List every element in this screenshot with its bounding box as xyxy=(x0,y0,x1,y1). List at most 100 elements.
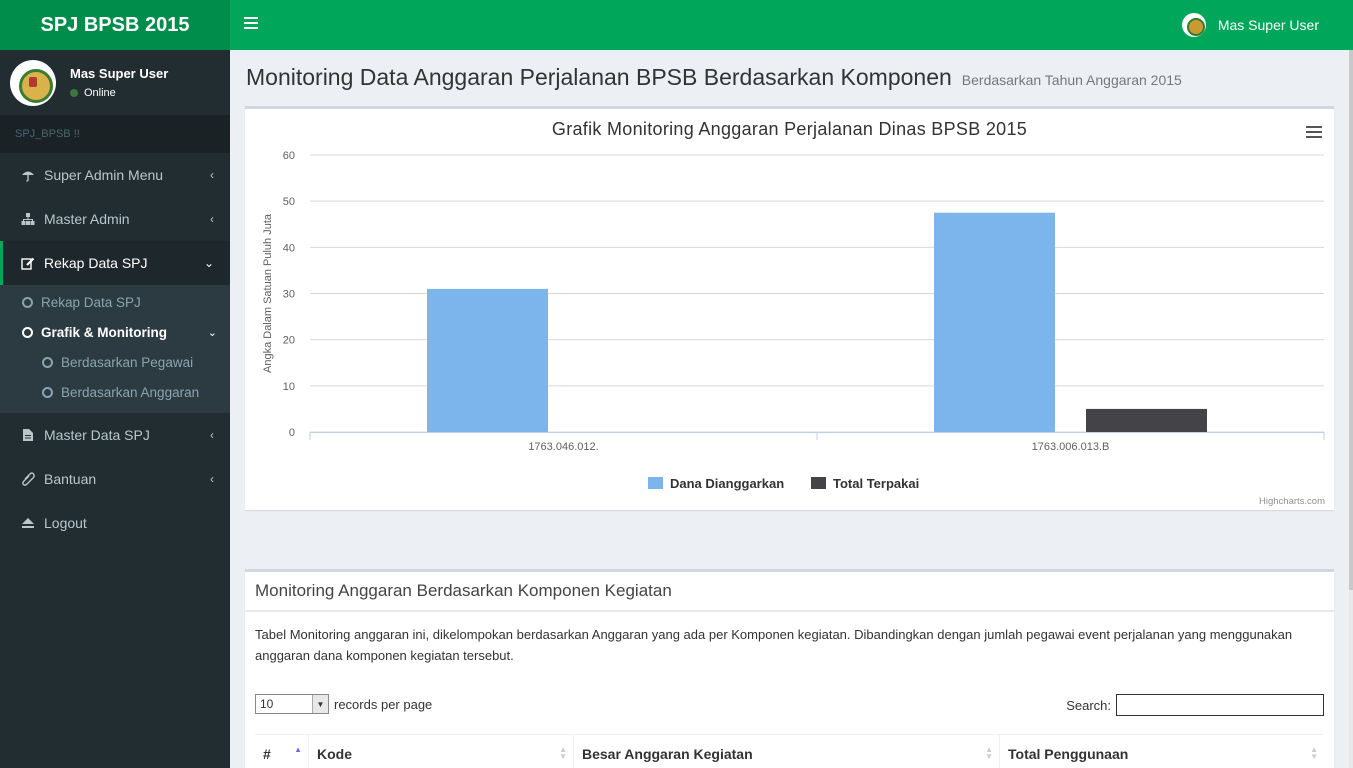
submenu-item-label: Grafik & Monitoring xyxy=(41,324,167,340)
sidebar-item-label: Master Data SPJ xyxy=(44,427,150,443)
records-per-page-label: records per page xyxy=(334,696,433,712)
sidebar-item-bantuan[interactable]: Bantuan ‹ xyxy=(0,457,230,501)
y-tick-label: 30 xyxy=(283,289,295,301)
bar-chart: 0 10 20 30 40 50 60 Angka Dalam Satuan Puluh Ju… xyxy=(262,150,1325,491)
sidebar-item-label: Bantuan xyxy=(44,471,97,487)
legend-swatch[interactable] xyxy=(648,477,663,489)
status-badge: Online xyxy=(70,87,168,99)
submenu-item-grafik-monitoring[interactable]: Grafik & Monitoring ⌄ xyxy=(0,317,230,347)
page-header: Monitoring Data Anggaran Perjalanan BPSB… xyxy=(246,64,1182,91)
sidebar-section-label: SPJ_BPSB !! xyxy=(0,115,230,153)
y-tick-label: 60 xyxy=(283,150,295,162)
length-control: 10 ▼ records per page xyxy=(255,694,432,714)
y-tick-label: 0 xyxy=(289,427,295,439)
top-navbar: Mas Super User xyxy=(230,0,1353,50)
search-input[interactable] xyxy=(1116,694,1324,716)
chevron-down-icon: ⌄ xyxy=(207,326,217,339)
y-tick-label: 40 xyxy=(283,242,295,254)
bar-0-0 xyxy=(427,288,548,432)
column-header-label: Besar Anggaran Kegiatan xyxy=(582,746,753,762)
bar-0-1 xyxy=(934,212,1055,432)
submenu-rekap-data-spj: Rekap Data SPJ Grafik & Monitoring ⌄ Ber… xyxy=(0,285,230,413)
column-header-total-penggunaan[interactable]: Total Penggunaan ▲ ▼ xyxy=(1000,735,1324,768)
bar-1-1 xyxy=(1086,408,1207,432)
x-tick-label: 1763.006.013.B xyxy=(1032,441,1110,453)
page-subtitle: Berdasarkan Tahun Anggaran 2015 xyxy=(961,72,1182,88)
sidebar-item-super-admin-menu[interactable]: Super Admin Menu ‹ xyxy=(0,153,230,197)
user-menu-name: Mas Super User xyxy=(1217,17,1319,33)
column-header-label: Total Penggunaan xyxy=(1008,746,1129,762)
x-tick-label: 1763.046.012. xyxy=(528,441,598,453)
eject-icon xyxy=(21,516,35,530)
chevron-left-icon: ‹ xyxy=(210,472,214,486)
app-logo[interactable]: SPJ BPSB 2015 xyxy=(0,0,230,50)
circle-icon xyxy=(22,296,33,308)
sidebar-item-label: Super Admin Menu xyxy=(44,167,164,183)
sort-icon: ▲ ▼ xyxy=(1310,745,1318,761)
status-text: Online xyxy=(84,87,116,99)
user-panel: Mas Super User Online xyxy=(0,50,230,115)
submenu-item-rekap-data-spj[interactable]: Rekap Data SPJ xyxy=(0,287,230,317)
search-label: Search: xyxy=(1066,697,1111,713)
column-header-label: Kode xyxy=(317,746,352,762)
table-box: Monitoring Anggaran Berdasarkan Komponen… xyxy=(245,569,1334,768)
umbrella-icon xyxy=(21,168,35,182)
submenu-item-berdasarkan-anggaran[interactable]: Berdasarkan Anggaran xyxy=(0,377,230,407)
y-axis-label: Angka Dalam Satuan Puluh Juta xyxy=(262,213,274,373)
user-menu[interactable]: Mas Super User xyxy=(1181,13,1319,37)
sidebar-item-logout[interactable]: Logout xyxy=(0,501,230,545)
chart-context-menu-icon[interactable] xyxy=(1306,126,1322,141)
records-per-page-select[interactable]: 10 ▼ xyxy=(255,694,329,714)
chevron-left-icon: ‹ xyxy=(210,168,214,182)
submenu-item-label: Berdasarkan Anggaran xyxy=(61,384,200,400)
submenu-item-label: Rekap Data SPJ xyxy=(41,294,141,310)
column-header-kode[interactable]: Kode ▲ ▼ xyxy=(309,735,574,768)
file-icon xyxy=(21,428,35,442)
chevron-left-icon: ‹ xyxy=(210,212,214,226)
sidebar-item-label: Rekap Data SPJ xyxy=(44,255,148,271)
sidebar-item-label: Logout xyxy=(44,515,87,531)
chart-box: Grafik Monitoring Anggaran Perjalanan Di… xyxy=(245,106,1334,510)
sort-icon: ▲ ▼ xyxy=(559,745,567,761)
sidebar-item-label: Master Admin xyxy=(44,211,130,227)
circle-icon xyxy=(22,326,33,338)
legend-swatch[interactable] xyxy=(811,477,826,489)
table-description: Tabel Monitoring anggaran ini, dikelompo… xyxy=(255,627,1293,663)
sidebar-item-master-data-spj[interactable]: Master Data SPJ ‹ xyxy=(0,413,230,457)
avatar xyxy=(10,59,56,106)
menu-toggle-icon[interactable] xyxy=(244,17,258,31)
column-header-number[interactable]: # ▲ xyxy=(255,735,309,768)
records-per-page-value: 10 xyxy=(260,697,274,711)
sort-icon: ▲ ▼ xyxy=(985,745,993,761)
submenu-item-label: Berdasarkan Pegawai xyxy=(61,354,194,370)
legend-item[interactable]: Total Terpakai xyxy=(833,476,919,491)
avatar xyxy=(1181,13,1206,37)
sidebar-item-rekap-data-spj[interactable]: Rekap Data SPJ ⌄ xyxy=(0,241,230,285)
scrollbar-thumb[interactable] xyxy=(1349,50,1353,590)
chevron-left-icon: ‹ xyxy=(210,428,214,442)
sidebar-user-name: Mas Super User xyxy=(70,66,169,81)
online-dot-icon xyxy=(70,89,78,97)
column-header-besar-anggaran[interactable]: Besar Anggaran Kegiatan ▲ ▼ xyxy=(574,735,1000,768)
table-header-row: # ▲ Kode ▲ ▼ Besar Anggaran Kegiatan ▲ ▼ T… xyxy=(255,734,1324,768)
sidebar: Mas Super User Online SPJ_BPSB !! Super … xyxy=(0,50,230,768)
y-tick-label: 20 xyxy=(283,335,295,347)
sidebar-item-master-admin[interactable]: Master Admin ‹ xyxy=(0,197,230,241)
page-scrollbar[interactable] xyxy=(1349,50,1353,768)
chart-credits[interactable]: Highcharts.com xyxy=(1259,496,1325,507)
submenu-item-berdasarkan-pegawai[interactable]: Berdasarkan Pegawai xyxy=(0,347,230,377)
y-tick-label: 10 xyxy=(283,381,295,393)
paperclip-icon xyxy=(21,472,35,486)
sort-icon: ▲ xyxy=(294,745,302,754)
table-box-title: Monitoring Anggaran Berdasarkan Komponen… xyxy=(245,572,1334,612)
legend-item[interactable]: Dana Dianggarkan xyxy=(670,476,784,491)
chevron-down-icon: ⌄ xyxy=(203,256,214,270)
chart-title: Grafik Monitoring Anggaran Perjalanan Di… xyxy=(551,119,1028,139)
edit-icon xyxy=(21,256,35,270)
chevron-down-icon: ▼ xyxy=(312,695,328,713)
sitemap-icon xyxy=(21,212,35,226)
column-header-label: # xyxy=(263,746,271,762)
search-control: Search: xyxy=(1066,694,1324,716)
page-title: Monitoring Data Anggaran Perjalanan BPSB… xyxy=(246,64,952,90)
circle-icon xyxy=(42,386,53,398)
